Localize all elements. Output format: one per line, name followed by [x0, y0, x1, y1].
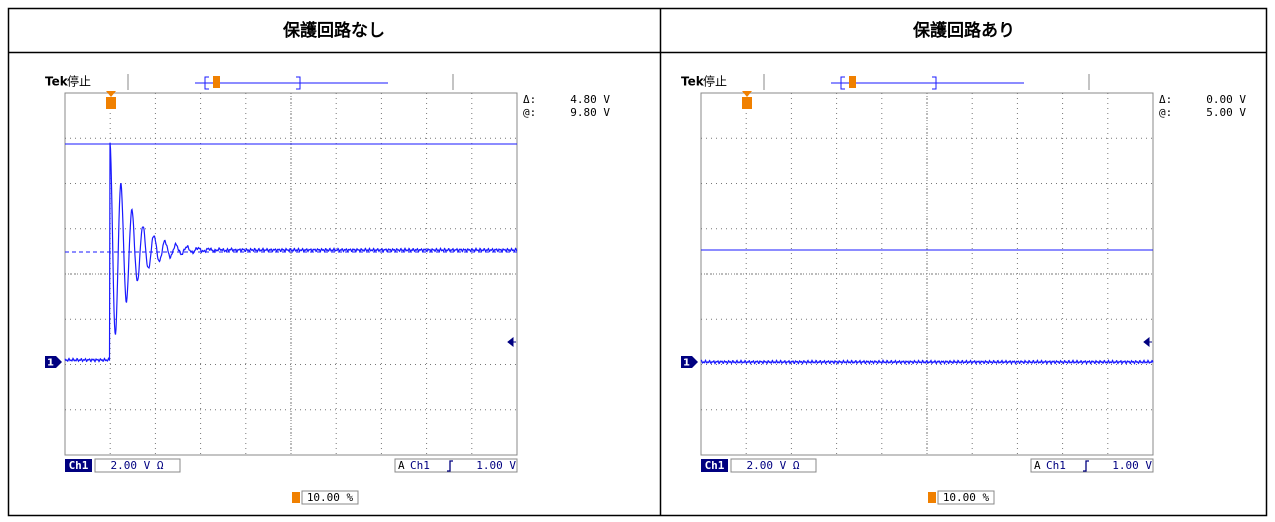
channel-marker — [56, 356, 62, 368]
trigger-level: 1.00 V — [476, 459, 516, 472]
column-header: 保護回路なし — [282, 20, 385, 41]
trigger-icon — [106, 97, 116, 109]
scale-label: 2.00 V Ω — [747, 459, 800, 472]
trigger-level: 1.00 V — [1112, 459, 1152, 472]
trigger-icon — [292, 492, 300, 503]
at-label: @: — [1159, 106, 1172, 119]
at-label: @: — [523, 106, 536, 119]
trigger-icon — [742, 91, 752, 97]
brand: Tek — [681, 75, 705, 89]
trigger-icon — [106, 91, 116, 97]
delta-value: 0.00 V — [1206, 93, 1246, 106]
channel-marker-label: 1 — [47, 358, 54, 369]
page: {"header": {"cells": ["保護回路なし", "保護回路あり"… — [0, 0, 1275, 522]
table-border — [9, 9, 1267, 516]
delta-value: 4.80 V — [570, 93, 610, 106]
channel-label: Ch1 — [69, 459, 89, 472]
status: 停止 — [703, 74, 727, 89]
trigger-slope — [447, 461, 453, 471]
trigger-channel: Ch1 — [1046, 459, 1066, 472]
delta-label: Δ: — [1159, 93, 1172, 106]
trigger-source-label: A — [398, 459, 405, 472]
channel-label: Ch1 — [705, 459, 725, 472]
trigger-icon — [849, 76, 856, 88]
level-arrow — [508, 338, 516, 346]
status: 停止 — [67, 74, 91, 89]
trigger-position: 10.00 % — [307, 491, 354, 504]
trigger-position: 10.00 % — [943, 491, 990, 504]
brand: Tek — [45, 75, 69, 89]
trigger-channel: Ch1 — [410, 459, 430, 472]
scale-label: 2.00 V Ω — [111, 459, 164, 472]
channel-marker-label: 1 — [683, 358, 690, 369]
trigger-icon — [928, 492, 936, 503]
level-arrow — [1144, 338, 1152, 346]
at-value: 5.00 V — [1206, 106, 1246, 119]
comparison-table: 保護回路なし 保護回路あり Tek停止Δ:4.80 V@:9.80 V1Ch12… — [0, 0, 1275, 522]
trigger-slope — [1083, 461, 1089, 471]
delta-label: Δ: — [523, 93, 536, 106]
trigger-icon — [742, 97, 752, 109]
trigger-source-label: A — [1034, 459, 1041, 472]
column-header: 保護回路あり — [912, 20, 1015, 41]
at-value: 9.80 V — [570, 106, 610, 119]
trigger-icon — [213, 76, 220, 88]
channel-marker — [692, 356, 698, 368]
